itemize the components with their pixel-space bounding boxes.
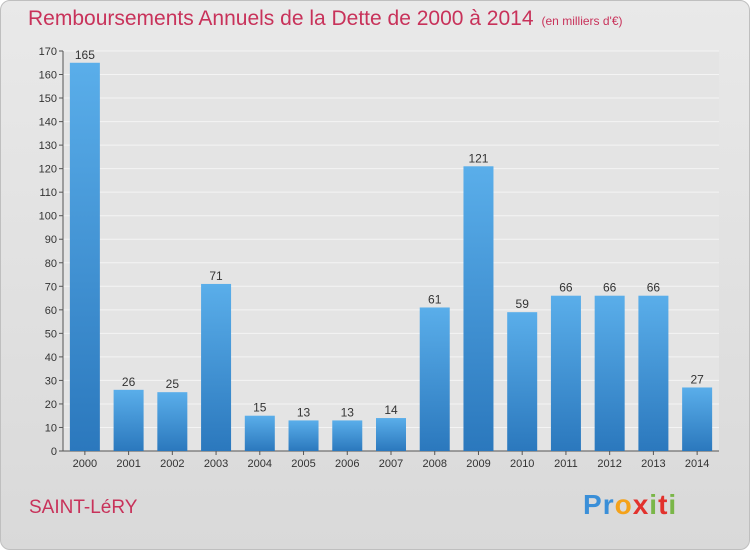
bar-value-label: 15: [253, 401, 267, 415]
y-tick-label: 70: [45, 281, 57, 293]
bar: [332, 420, 363, 451]
x-tick-label: 2001: [116, 458, 140, 470]
x-tick-label: 2013: [641, 458, 665, 470]
bar-value-label: 61: [428, 292, 442, 306]
title-text: Remboursements Annuels de la Dette de 20…: [28, 7, 534, 30]
y-tick-label: 30: [45, 375, 57, 387]
bar-value-label: 14: [384, 403, 398, 417]
brand-letter: x: [632, 489, 650, 520]
bar: [201, 283, 232, 451]
bar-value-label: 27: [690, 372, 704, 386]
x-tick-label: 2008: [422, 458, 446, 470]
brand-logo: Proxiti: [583, 489, 677, 521]
bar: [638, 295, 669, 451]
bar-value-label: 59: [516, 297, 530, 311]
y-tick-label: 60: [45, 305, 57, 317]
bar-value-label: 66: [603, 281, 617, 295]
brand-letter: o: [614, 489, 633, 520]
y-tick-label: 0: [51, 446, 57, 458]
bar-value-label: 165: [75, 48, 95, 62]
brand-letter: i: [649, 489, 659, 520]
y-tick-label: 90: [45, 234, 57, 246]
y-tick-label: 160: [39, 70, 57, 82]
y-tick-label: 10: [45, 422, 57, 434]
bar-value-label: 66: [559, 281, 573, 295]
bar-value-label: 13: [297, 405, 311, 419]
bar: [244, 415, 275, 451]
x-tick-label: 2007: [379, 458, 403, 470]
bar: [682, 387, 713, 451]
brand-letter: t: [658, 489, 669, 520]
y-tick-label: 50: [45, 328, 57, 340]
bar: [550, 295, 581, 451]
x-tick-label: 2003: [204, 458, 228, 470]
labels: 0 10 20 30 40 50 60 70 80 90 100 110 120 130 140 150 160…: [39, 46, 710, 470]
y-tick-label: 130: [39, 140, 57, 152]
x-tick-label: 2004: [248, 458, 272, 470]
bar: [113, 389, 144, 451]
bar-value-label: 26: [122, 375, 136, 389]
y-tick-label: 140: [39, 117, 57, 129]
x-tick-label: 2002: [160, 458, 184, 470]
bar-value-label: 71: [209, 269, 223, 283]
brand-letter: P: [583, 489, 603, 520]
title-unit: (en milliers d'€): [541, 14, 623, 28]
bar: [594, 295, 625, 451]
x-tick-label: 2010: [510, 458, 534, 470]
bar-value-label: 66: [647, 281, 661, 295]
bar: [376, 418, 406, 451]
y-tick-label: 110: [39, 187, 57, 199]
y-tick-label: 120: [39, 164, 57, 176]
x-tick-label: 2009: [466, 458, 490, 470]
y-tick-label: 80: [45, 258, 57, 270]
bar: [157, 392, 188, 451]
y-tick-label: 100: [39, 211, 57, 223]
y-tick-label: 170: [39, 46, 57, 58]
y-tick-label: 40: [45, 352, 57, 364]
y-tick-label: 150: [39, 93, 57, 105]
bar: [69, 62, 100, 451]
x-tick-label: 2012: [597, 458, 621, 470]
bar: [463, 166, 494, 451]
commune-name: SAINT-LéRY: [29, 497, 138, 518]
x-tick-label: 2000: [73, 458, 97, 470]
bar-value-label: 13: [341, 405, 355, 419]
bar-value-label: 121: [468, 151, 488, 165]
bar: [507, 312, 538, 451]
brand-letter: i: [668, 489, 678, 520]
bars: [69, 62, 713, 451]
bar: [419, 307, 450, 451]
bar: [288, 420, 319, 451]
y-tick-label: 20: [45, 399, 57, 411]
x-tick-label: 2006: [335, 458, 359, 470]
x-tick-label: 2005: [291, 458, 315, 470]
chart-title: Remboursements Annuels de la Dette de 20…: [28, 7, 623, 31]
bar-value-label: 25: [166, 377, 180, 391]
x-tick-label: 2014: [685, 458, 709, 470]
x-tick-label: 2011: [554, 458, 578, 470]
brand-letter: r: [602, 489, 615, 520]
